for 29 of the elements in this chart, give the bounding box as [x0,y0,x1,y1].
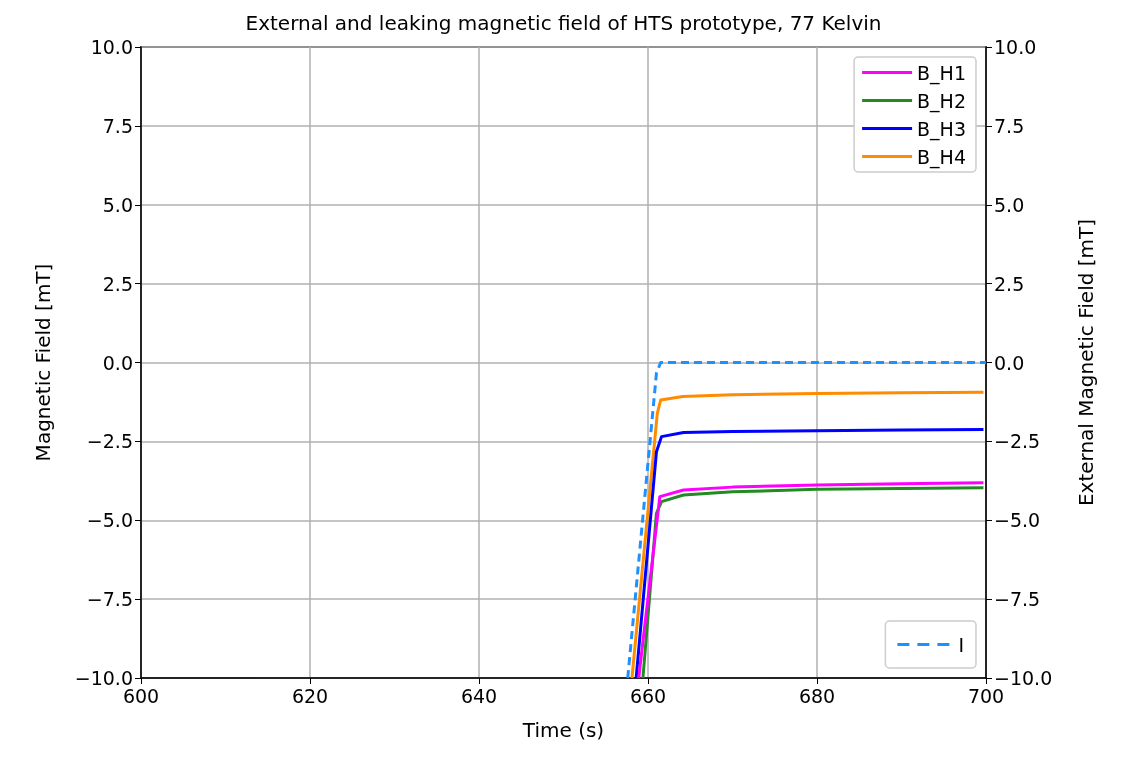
y-tick-label: 0.0 [102,351,133,374]
y2-tick-label: 2.5 [994,272,1025,295]
x-tick-label: 620 [291,684,329,707]
legend-label: I [958,633,965,656]
y-tick-label: −2.5 [86,430,133,453]
y2-tick-label: 5.0 [994,193,1025,216]
y-axis-title: Magnetic Field [mT] [31,263,55,462]
y-tick-label: 5.0 [102,193,133,216]
legend-label: B_H3 [917,117,967,141]
y2-axis-title: External Magnetic Field [mT] [1074,218,1098,507]
legend-label: B_H4 [917,145,967,169]
y2-tick-label: −5.0 [994,509,1041,532]
x-tick-label: 680 [798,684,836,707]
y-tick-label: 7.5 [102,114,133,137]
y-tick-label: 10.0 [90,36,133,58]
x-axis-title: Time (s) [521,718,605,742]
legend-label: B_H1 [917,61,967,85]
legend-label: B_H2 [917,89,967,113]
x-tick-label: 640 [460,684,498,707]
y2-tick-label: 7.5 [994,114,1025,137]
y-tick-label: −7.5 [86,588,133,611]
y2-tick-label: 10.0 [994,36,1037,58]
y2-tick-label: 0.0 [994,351,1025,374]
y-tick-label: 2.5 [102,272,133,295]
y2-tick-label: −2.5 [994,430,1041,453]
x-tick-label: 660 [629,684,667,707]
chart-title: External and leaking magnetic field of HTS prototype, 77 Kelvin [245,11,882,35]
y-tick-label: −5.0 [86,509,133,532]
y2-tick-label: −7.5 [994,588,1041,611]
